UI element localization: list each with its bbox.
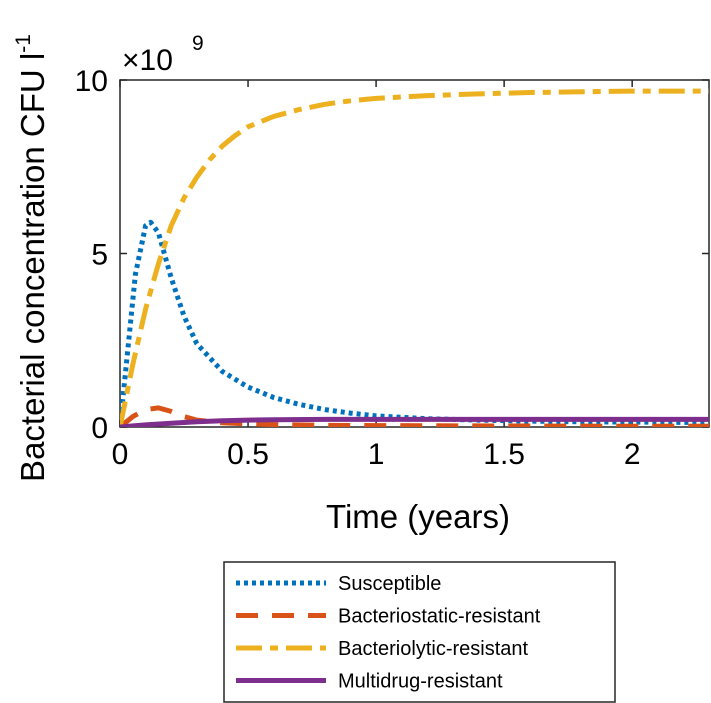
legend: Susceptible Bacteriostatic-resistant Bacte…: [223, 561, 616, 703]
y-axis-label-main: Bacterial concentration CFU l: [14, 53, 51, 482]
y-axis-label-superscript: -1: [12, 34, 35, 53]
legend-label: Susceptible: [338, 573, 441, 595]
y-exponent-prefix: ×10: [122, 44, 173, 77]
legend-label: Bacteriolytic-resistant: [338, 638, 529, 660]
plot-area: [119, 79, 710, 428]
x-tick-label: 2: [624, 438, 641, 471]
x-tick-label: 1: [368, 438, 385, 471]
y-axis-label: Bacterial concentration CFU l-1: [12, 34, 51, 482]
y-exponent-power: 9: [192, 32, 204, 55]
series-line-multidrug-resistant: [120, 416, 709, 427]
legend-label: Multidrug-resistant: [338, 671, 503, 693]
y-tick-label: 5: [91, 239, 108, 272]
x-axis-label: Time (years): [326, 498, 510, 535]
legend-label: Bacteriostatic-resistant: [338, 606, 541, 628]
x-tick-label: 0: [112, 438, 129, 471]
y-tick-label: 10: [75, 65, 108, 98]
x-tick-label: 0.5: [227, 438, 269, 471]
x-tick-label: 1.5: [483, 438, 525, 471]
y-tick-label: 0: [91, 412, 108, 445]
series-line-bacteriolytic-resistant: [120, 88, 709, 427]
